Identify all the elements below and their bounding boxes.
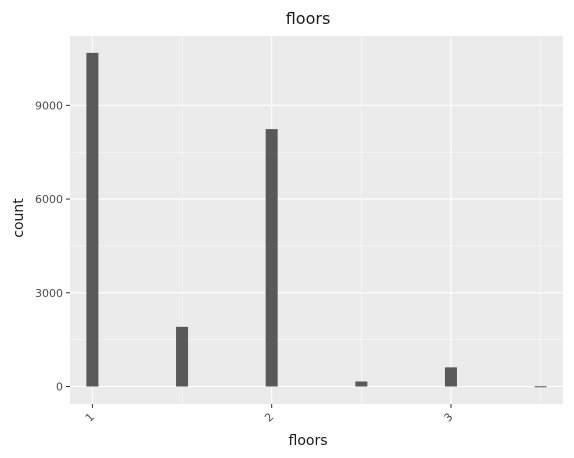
plot-panel [70,36,563,404]
y-tick-label: 3000 [35,287,63,300]
x-tick-label: 1 [83,410,97,424]
y-tick-label: 6000 [35,193,63,206]
y-tick-label: 9000 [35,99,63,112]
bar [534,386,547,388]
y-axis-title: count [11,198,27,238]
bar [176,326,189,387]
bar [86,52,99,387]
chart-title: floors [286,9,331,28]
bar [265,129,278,387]
bar [444,367,457,387]
bar [355,381,368,387]
x-axis-title: floors [289,433,328,449]
x-tick-label: 2 [262,410,276,424]
y-tick-label: 0 [56,381,63,394]
x-tick-label: 3 [441,410,455,424]
